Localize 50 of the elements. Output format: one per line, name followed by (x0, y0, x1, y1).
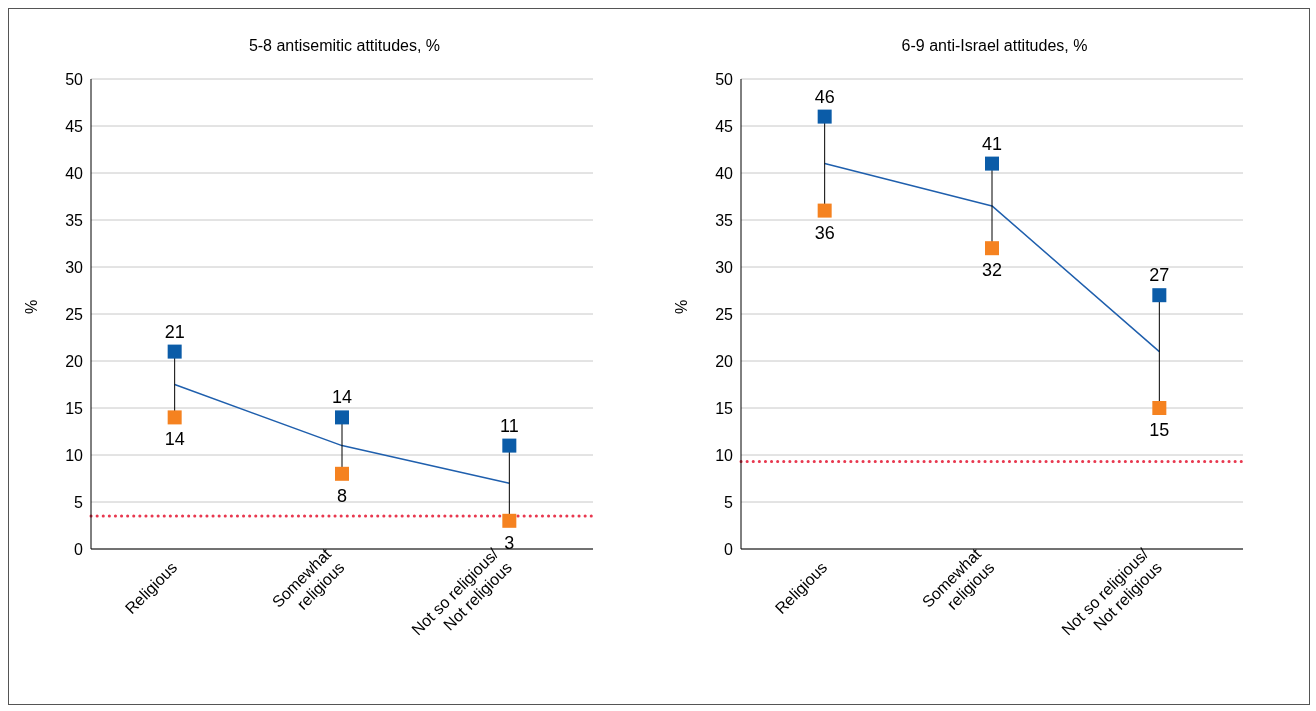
point (167, 410, 182, 425)
data-label: 3 (504, 532, 515, 553)
point (985, 156, 999, 171)
point (167, 344, 182, 359)
y-tick-label: 0 (74, 540, 84, 558)
data-label: 36 (814, 222, 835, 243)
data-label: 14 (331, 387, 353, 408)
point (1152, 401, 1167, 415)
y-tick-label: 25 (715, 305, 734, 323)
y-tick-label: 25 (65, 305, 84, 323)
y-tick-label: 35 (65, 211, 84, 229)
point (502, 438, 517, 453)
data-label: 14 (164, 429, 185, 450)
data-label: 8 (336, 485, 348, 506)
y-tick-label: 35 (715, 211, 734, 229)
y-tick-label: 30 (65, 258, 84, 276)
y-tick-label: 5 (74, 493, 84, 511)
y-tick-label: 10 (65, 446, 84, 464)
point (985, 241, 999, 256)
point (817, 109, 832, 124)
data-label: 11 (499, 415, 519, 436)
y-tick-label: 0 (724, 540, 734, 558)
chart-title: 6-9 anti-Israel attitudes, % (900, 37, 1089, 55)
y-axis-title: % (22, 299, 40, 314)
y-tick-label: 15 (65, 399, 84, 417)
y-tick-label: 5 (724, 493, 734, 511)
y-tick-label: 20 (65, 352, 84, 370)
data-label: 32 (981, 260, 1003, 281)
data-label: 41 (981, 133, 1003, 154)
y-tick-label: 30 (715, 258, 734, 276)
point (335, 466, 349, 481)
data-label: 15 (1149, 420, 1170, 440)
y-tick-label: 40 (715, 164, 734, 182)
y-tick-label: 45 (65, 117, 84, 135)
y-tick-label: 40 (65, 164, 84, 182)
chart-title: 5-8 antisemitic attitudes, % (247, 37, 442, 55)
point (1152, 288, 1167, 303)
data-label: 21 (164, 321, 185, 342)
y-axis-title: % (672, 299, 690, 314)
y-tick-label: 45 (715, 117, 734, 135)
y-tick-label: 10 (715, 446, 734, 464)
point (335, 410, 349, 425)
data-label: 46 (814, 86, 835, 107)
point (817, 203, 832, 218)
y-tick-label: 50 (715, 70, 734, 88)
data-label: 27 (1149, 265, 1170, 286)
y-tick-label: 20 (715, 352, 734, 370)
point (502, 513, 517, 528)
y-tick-label: 50 (65, 70, 84, 88)
y-tick-label: 15 (715, 399, 734, 417)
